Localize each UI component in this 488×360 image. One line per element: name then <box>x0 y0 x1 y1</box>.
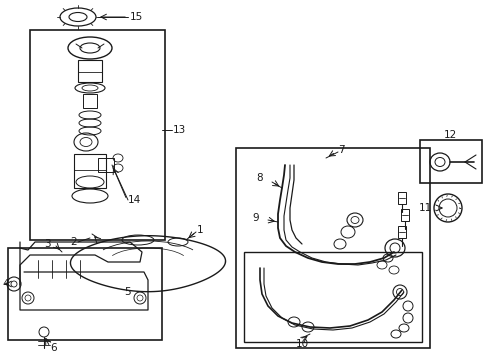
Text: 2: 2 <box>70 237 77 247</box>
Text: 12: 12 <box>443 130 456 140</box>
Bar <box>400 209 408 221</box>
Text: 9: 9 <box>251 213 258 223</box>
Bar <box>8 248 162 340</box>
Bar <box>236 148 429 348</box>
Text: 14: 14 <box>128 195 141 205</box>
Text: 1: 1 <box>197 225 203 235</box>
Bar <box>74 154 106 188</box>
Bar <box>397 192 405 204</box>
Text: 3: 3 <box>44 239 51 249</box>
Text: 5: 5 <box>124 287 130 297</box>
Bar <box>419 140 481 183</box>
Bar <box>98 158 114 172</box>
Text: 4: 4 <box>2 279 9 289</box>
Text: 15: 15 <box>130 12 143 22</box>
Text: 6: 6 <box>50 343 57 353</box>
Bar <box>78 60 102 82</box>
Text: 8: 8 <box>256 173 262 183</box>
Text: 13: 13 <box>173 125 186 135</box>
Text: 11: 11 <box>418 203 431 213</box>
Bar <box>397 226 405 238</box>
Bar <box>244 252 421 342</box>
Text: 7: 7 <box>337 145 344 155</box>
Text: 10: 10 <box>295 339 308 349</box>
Bar <box>83 94 97 108</box>
Bar <box>30 30 164 240</box>
